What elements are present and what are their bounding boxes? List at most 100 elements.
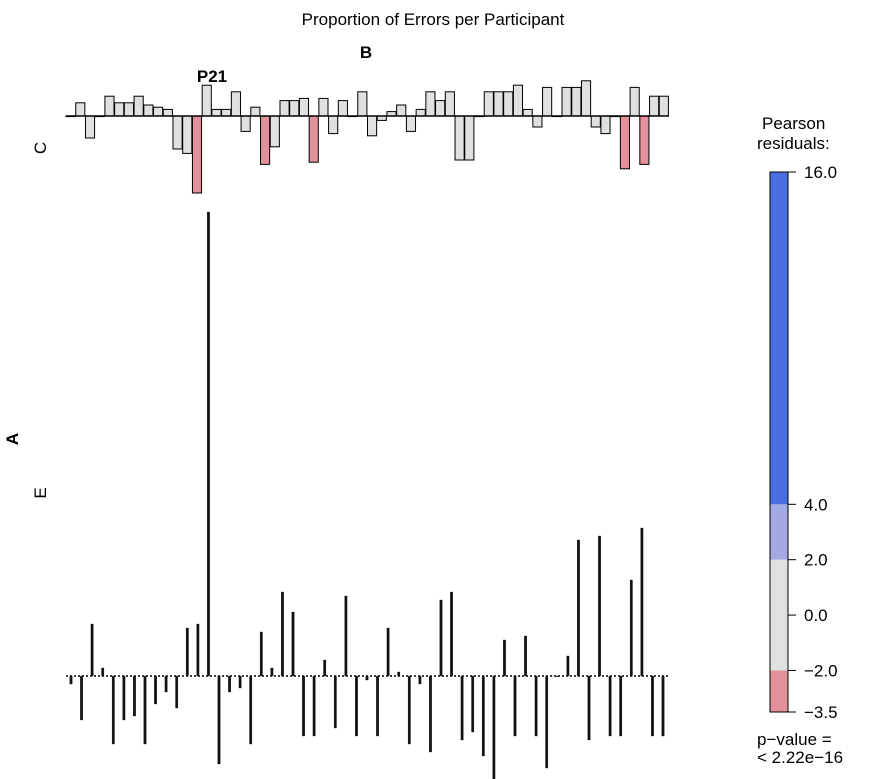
- row-e-cell-bar: [661, 675, 665, 737]
- row-e-cell-bar: [122, 675, 126, 721]
- row-e-cell-bar: [640, 527, 644, 677]
- row-c-cell-bar: [464, 115, 475, 161]
- row-e-cell-bar: [333, 675, 337, 729]
- row-e-cell-bar: [503, 639, 506, 677]
- row-e-cell-bar: [281, 591, 284, 677]
- row-c-cell-bar: [590, 115, 601, 128]
- legend-tick-label: −3.5: [804, 703, 838, 722]
- row-e-cell-bar: [407, 675, 411, 745]
- legend-tick-label: 2.0: [804, 551, 828, 570]
- row-c-cell-bar: [444, 91, 455, 117]
- row-e-cell-bar: [164, 675, 168, 693]
- row-c-cell-bar: [240, 115, 251, 132]
- row-c-cell-bar: [269, 115, 280, 148]
- row-c-cell-bar: [162, 108, 173, 117]
- row-c-cell-bar: [250, 106, 261, 117]
- highlight-participant-label: P21: [197, 67, 227, 86]
- row-c-cell-bar: [405, 115, 417, 132]
- row-e-cell-bar: [471, 675, 475, 733]
- row-c-cell-bar: [357, 91, 368, 117]
- row-c-cell-bar: [396, 104, 407, 117]
- row-c-cell-bar: [600, 115, 611, 135]
- row-c-cell-bar: [201, 84, 212, 117]
- row-e-cell-bar: [386, 627, 390, 677]
- row-c-cell-bar: [221, 108, 232, 117]
- row-e-cell-bar: [291, 611, 295, 677]
- row-c-cell-bar: [114, 102, 125, 117]
- legend-title-line2: residuals:: [757, 134, 830, 153]
- row-c-cell-bar: [639, 115, 650, 165]
- row-e-cell-bar: [90, 623, 94, 677]
- row-c-cell-bar: [629, 86, 640, 117]
- row-e-cell-bar: [344, 595, 348, 677]
- row-c-cell-bar: [172, 115, 183, 150]
- row-c-cell-bar: [133, 95, 144, 117]
- row-c-cell-bar: [483, 91, 494, 117]
- row-c-cell-bar: [561, 86, 572, 117]
- row-e-cell-bar: [143, 675, 147, 745]
- row-e-cell-bar: [418, 675, 422, 685]
- row-label-c: C: [31, 142, 50, 154]
- legend-color-segment: [770, 670, 788, 712]
- legend-tick-label: 16.0: [804, 163, 837, 182]
- row-c-cell-bar: [182, 115, 193, 154]
- row-c-cell-bar: [328, 115, 339, 135]
- legend-title-line1: Pearson: [762, 114, 825, 133]
- row-e-cell-bar: [111, 675, 115, 745]
- column-variable-label: B: [360, 43, 372, 62]
- row-e-cell-bar: [355, 675, 358, 737]
- pvalue-line2: < 2.22e−16: [757, 748, 843, 767]
- row-e-cell-bar: [577, 539, 580, 677]
- row-e-cell-bar: [481, 675, 485, 757]
- row-e-cell-bar: [598, 535, 601, 677]
- chart-title: Proportion of Errors per Participant: [302, 10, 565, 29]
- row-c-cell-bar: [580, 80, 592, 117]
- row-e-cell-bar: [492, 675, 496, 779]
- row-c-cell-bar: [619, 115, 630, 170]
- row-c-cell-bar: [503, 91, 514, 117]
- row-e-cell-bar: [80, 675, 83, 721]
- row-e-cell-bar: [217, 675, 221, 765]
- row-e-cell-bar: [629, 579, 633, 677]
- row-c-cell-bar: [104, 95, 115, 117]
- legend-color-segment: [770, 172, 788, 505]
- row-c-cell-bar: [337, 100, 348, 117]
- row-e-cell-bar: [175, 675, 179, 709]
- row-e-cell-bar: [545, 675, 549, 769]
- row-label-e: E: [31, 487, 50, 498]
- row-e-cell-bar: [270, 667, 274, 677]
- row-e-cell-bar: [323, 659, 327, 677]
- row-c-cell-bar: [542, 86, 553, 117]
- row-e-cell-bar: [302, 675, 305, 737]
- row-e-cell-bar: [513, 675, 517, 737]
- row-c-cell-bar: [532, 115, 543, 128]
- legend-tick-label: −2.0: [804, 661, 838, 680]
- row-variable-label: A: [3, 433, 22, 445]
- row-c-cell-bar: [143, 104, 154, 117]
- row-e-cell-bar: [619, 675, 623, 737]
- row-e-cell-bar: [608, 675, 612, 737]
- row-e-cell-bar: [101, 667, 105, 677]
- row-c-cell-bar: [425, 91, 436, 117]
- row-c-cell-bar: [75, 102, 86, 117]
- row-e-cell-bar: [154, 675, 157, 705]
- row-e-cell-bar: [228, 675, 231, 693]
- row-c-cell-bar: [435, 100, 446, 117]
- row-e-cell-bar: [185, 627, 189, 677]
- row-c-cell-bar: [153, 106, 164, 117]
- row-e-cell-bar: [196, 623, 200, 677]
- row-e-cell-bar: [133, 675, 136, 717]
- row-e-cell-bar: [524, 635, 527, 677]
- row-c-cell-bar: [123, 102, 134, 117]
- legend-tick-label: 0.0: [804, 606, 828, 625]
- row-c-cell-bar: [571, 86, 582, 117]
- row-c-cell-bar: [191, 115, 203, 194]
- row-c-cell-bar: [493, 91, 504, 117]
- row-c-residual-bars: [65, 80, 669, 194]
- row-c-cell-bar: [260, 115, 271, 165]
- row-c-cell-bar: [230, 91, 241, 117]
- row-e-cell-bar: [312, 675, 316, 737]
- row-e-cell-bar: [651, 675, 654, 737]
- legend-tick-label: 4.0: [804, 495, 828, 514]
